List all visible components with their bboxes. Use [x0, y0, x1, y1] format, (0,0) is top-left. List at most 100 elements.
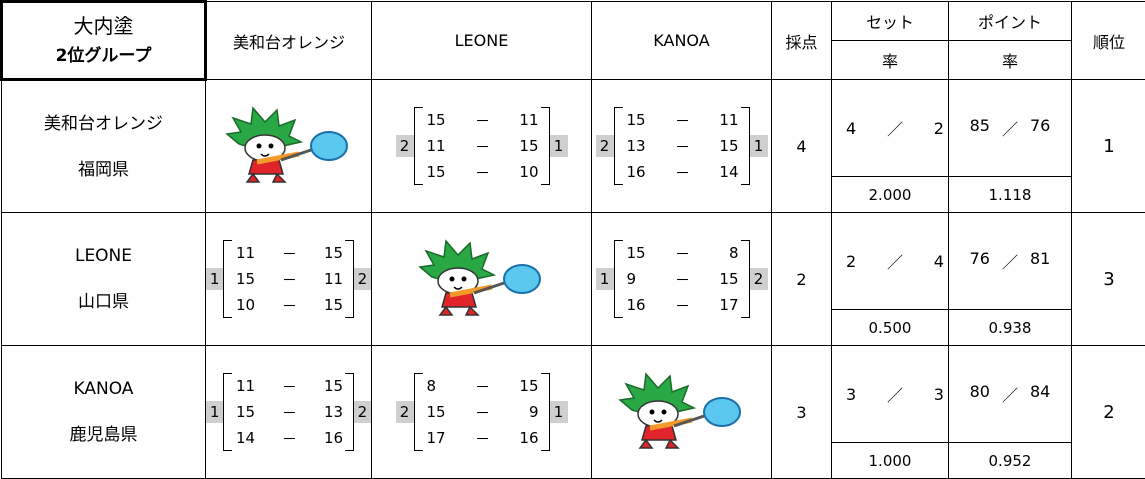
point-cell: 85 ／ 76: [949, 80, 1072, 177]
sets-lost: 2: [750, 268, 768, 290]
points-lost: 84: [1030, 382, 1050, 406]
game-score: 14: [709, 163, 741, 181]
set-cell: 3／3: [832, 346, 949, 443]
bracket: [223, 373, 232, 451]
game-score: 16: [623, 163, 657, 181]
dash: －: [457, 136, 509, 157]
game-score: 15: [423, 111, 457, 129]
game-score: 8: [423, 377, 457, 395]
dash: －: [657, 269, 709, 290]
game-score: 9: [509, 403, 541, 421]
match-cell: [206, 80, 372, 213]
bracket: [541, 107, 550, 185]
set-rate: 0.500: [832, 310, 949, 346]
dash: －: [657, 136, 709, 157]
set-rate: 1.000: [832, 443, 949, 479]
mascot: [412, 237, 552, 317]
game: 16－17: [623, 292, 741, 318]
bracket: [614, 240, 623, 318]
separator: ／: [887, 116, 903, 140]
game: 10－15: [232, 292, 345, 318]
game-score: 15: [709, 137, 741, 155]
points-lost: 81: [1030, 249, 1050, 273]
game-score: 15: [232, 403, 266, 421]
game-score: 11: [232, 244, 266, 262]
game-score: 11: [423, 137, 457, 155]
column-header: 順位: [1072, 2, 1145, 80]
dash: －: [457, 402, 509, 423]
game-score: 11: [232, 377, 266, 395]
dash: －: [657, 162, 709, 183]
sets-won: 2: [596, 135, 614, 157]
game: 15－11: [423, 107, 541, 133]
column-header: KANOA: [592, 2, 772, 80]
sets-lost: 2: [354, 268, 371, 290]
game-score: 15: [232, 270, 266, 288]
sets-won: 2: [846, 252, 856, 271]
dash: －: [266, 269, 313, 290]
team-cell: 美和台オレンジ福岡県: [2, 80, 206, 213]
dash: －: [266, 243, 313, 264]
game-score: 16: [509, 429, 541, 447]
point-ratio: 85 ／ 76: [949, 116, 1071, 140]
sets-lost: 1: [550, 401, 568, 423]
sets-won: 2: [396, 135, 414, 157]
rank: 1: [1072, 80, 1145, 213]
point-ratio: 80／84: [949, 382, 1071, 406]
game: 13－15: [623, 133, 741, 159]
game: 15－10: [423, 159, 541, 185]
game-score: 16: [313, 429, 345, 447]
points-lost: 76: [1030, 116, 1050, 140]
game-score: 15: [623, 111, 657, 129]
mascot: [219, 104, 359, 184]
bracket: [345, 373, 354, 451]
column-header: ポイント: [949, 2, 1072, 41]
point-cell: 76／81: [949, 213, 1072, 310]
score: 3: [772, 346, 832, 479]
games: 11－15 15－11 10－15: [232, 240, 345, 318]
set-ratio: 4／2: [832, 116, 948, 140]
dash: －: [457, 376, 509, 397]
match-cell: [372, 213, 592, 346]
game: 15－13: [232, 399, 345, 425]
team-name: LEONE: [2, 233, 205, 279]
rank: 3: [1072, 213, 1145, 346]
prefecture: 鹿児島県: [2, 412, 205, 458]
game: 11－15: [232, 240, 345, 266]
game-score: 15: [423, 163, 457, 181]
bracket: [345, 240, 354, 318]
dash: －: [457, 162, 509, 183]
score: 2: [772, 213, 832, 346]
set-ratio: 2／4: [832, 249, 948, 273]
game-score: 15: [509, 137, 541, 155]
bracket: [414, 373, 423, 451]
game: 11－15: [232, 373, 345, 399]
points-won: 85: [970, 116, 990, 140]
sets-won: 1: [596, 268, 614, 290]
separator: ／: [1002, 249, 1018, 273]
prefecture: 山口県: [2, 279, 205, 325]
game-score: 17: [709, 296, 741, 314]
separator: ／: [1002, 116, 1018, 140]
point-cell: 80／84: [949, 346, 1072, 443]
column-header: 採点: [772, 2, 832, 80]
